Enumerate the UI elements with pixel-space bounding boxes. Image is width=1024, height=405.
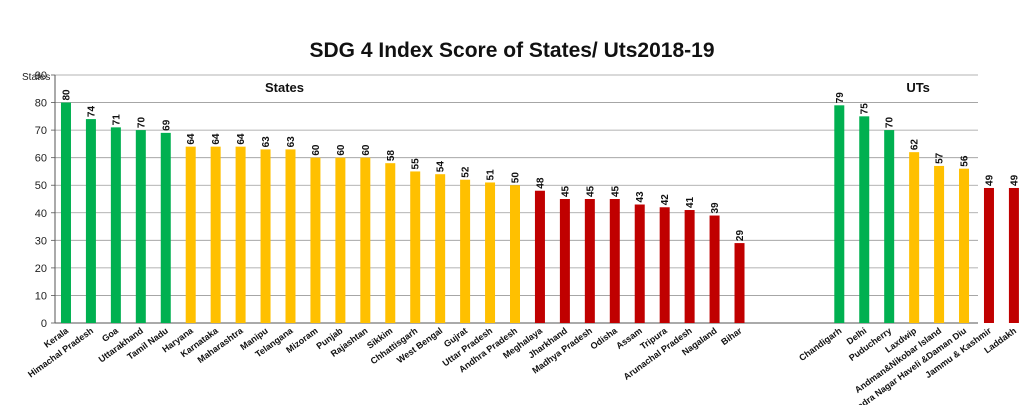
data-label: 60: [361, 144, 372, 156]
bar: [385, 163, 396, 323]
bar: [834, 105, 845, 323]
bar: [659, 207, 670, 323]
x-tick-label: Odisha: [588, 325, 619, 352]
data-label: 51: [486, 169, 497, 181]
bar: [983, 187, 994, 323]
x-tick-label: Chandigarh: [797, 326, 843, 363]
data-label: 64: [236, 133, 247, 145]
group-label: UTs: [906, 80, 930, 95]
bar: [584, 199, 595, 323]
bar: [909, 152, 920, 323]
data-label: 29: [735, 230, 746, 242]
bar: [235, 146, 246, 323]
bar: [60, 102, 71, 323]
bar: [934, 165, 945, 323]
data-label: 64: [186, 133, 197, 145]
bar: [285, 149, 296, 323]
bar: [510, 185, 520, 323]
data-label: 64: [211, 133, 222, 145]
data-label: 41: [685, 196, 696, 208]
bar: [534, 190, 545, 323]
data-label: 57: [935, 152, 946, 164]
bar: [360, 157, 371, 323]
bar: [85, 119, 96, 323]
data-label: 45: [610, 185, 621, 197]
data-label: 43: [635, 191, 646, 203]
bars: [60, 102, 1019, 323]
group-label: States: [265, 80, 304, 95]
bar: [135, 130, 146, 323]
data-label: 70: [136, 117, 147, 129]
bar: [609, 199, 620, 323]
bar: [460, 179, 471, 323]
y-tick-label: 60: [35, 153, 47, 165]
y-tick-label: 80: [35, 98, 47, 110]
data-label: 63: [261, 136, 272, 148]
data-label: 45: [560, 185, 571, 197]
bar: [210, 146, 221, 323]
data-label: 45: [585, 185, 596, 197]
bar: [709, 215, 720, 323]
bar: [435, 174, 446, 323]
data-label: 60: [336, 144, 347, 156]
data-label: 71: [111, 114, 122, 126]
bar: [485, 182, 496, 323]
data-label: 55: [411, 158, 422, 170]
data-label: 52: [461, 166, 472, 178]
y-tick-label: 70: [35, 125, 47, 137]
data-label: 63: [286, 136, 297, 148]
bar: [559, 199, 570, 323]
bar: [185, 146, 196, 323]
data-label: 50: [511, 172, 522, 184]
y-tick-label: 30: [35, 235, 47, 247]
bar: [160, 132, 171, 323]
data-label: 75: [860, 103, 871, 115]
data-label: 49: [1009, 174, 1020, 186]
data-label: 70: [885, 117, 896, 129]
y-tick-label: 90: [35, 70, 47, 82]
y-tick-label: 20: [35, 263, 47, 275]
data-label: 54: [436, 161, 447, 173]
y-axis-label: States: [22, 72, 50, 83]
bar: [335, 157, 346, 323]
y-tick-label: 40: [35, 208, 47, 220]
y-tick-label: 50: [35, 180, 47, 192]
bar: [634, 204, 645, 323]
chart-title: SDG 4 Index Score of States/ Uts2018-19: [310, 39, 715, 62]
y-tick-label: 0: [41, 318, 47, 330]
bar: [110, 127, 121, 323]
bar: [884, 130, 895, 323]
x-tick-label: Assam: [614, 326, 644, 351]
bar: [1008, 187, 1019, 323]
data-label: 49: [984, 174, 995, 186]
data-label: 48: [535, 177, 546, 189]
bar: [310, 157, 321, 323]
bar: [684, 210, 695, 323]
bar: [734, 243, 745, 323]
data-label: 69: [161, 119, 172, 131]
data-label: 79: [835, 92, 846, 104]
y-tick-label: 10: [35, 290, 47, 302]
bar: [410, 171, 421, 323]
bar: [959, 168, 970, 323]
data-label: 80: [61, 89, 72, 101]
data-label: 62: [910, 139, 921, 151]
data-label: 39: [710, 202, 721, 214]
data-label: 58: [386, 150, 397, 162]
data-label: 60: [311, 144, 322, 156]
bar: [260, 149, 271, 323]
x-tick-label: Bihar: [719, 325, 744, 347]
data-label: 42: [660, 194, 671, 206]
bar: [859, 116, 870, 323]
grid-lines: [55, 74, 978, 296]
data-label: 74: [86, 106, 97, 118]
data-label: 56: [960, 155, 971, 167]
